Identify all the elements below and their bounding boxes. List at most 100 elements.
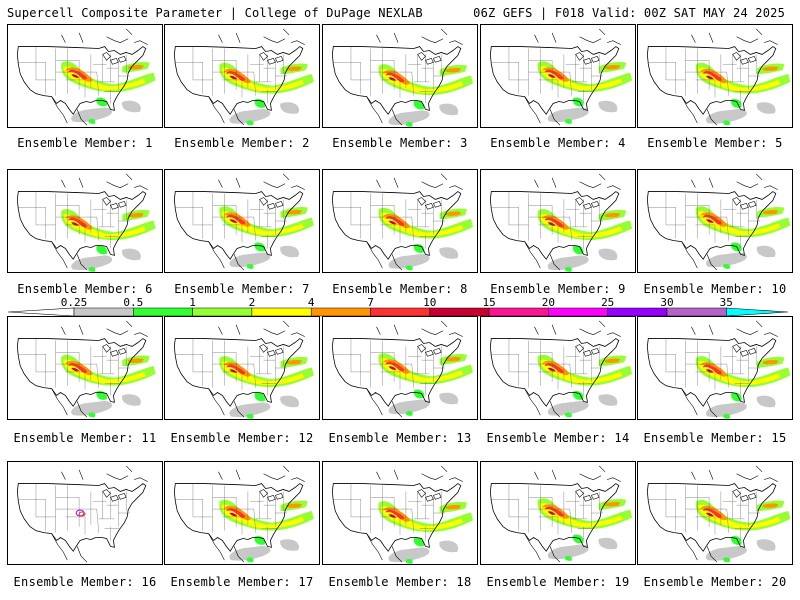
scp-shading: [61, 209, 156, 272]
ensemble-member-caption: Ensemble Member: 6: [17, 282, 153, 296]
scp-shading: [537, 498, 633, 561]
scp-shading: [537, 61, 633, 124]
ensemble-member-map: [637, 461, 793, 565]
colorbar-tick-label: 7: [367, 296, 374, 309]
colorbar-left-arrow: [8, 307, 75, 317]
ensemble-member-map: [322, 461, 478, 565]
conus-outline: [16, 483, 147, 552]
colorbar-tick-label: 35: [719, 296, 733, 309]
conus-outline: [16, 46, 147, 115]
ensemble-member-map: [480, 24, 636, 128]
conus-outline: [331, 191, 462, 260]
figure-title: Supercell Composite Parameter | College …: [7, 6, 423, 20]
colorbar-right-arrow: [725, 307, 789, 317]
colorbar-tick-label: 4: [307, 296, 315, 309]
ensemble-member-map: [322, 24, 478, 128]
great-lakes: [732, 197, 757, 210]
scp-shading: [219, 499, 314, 563]
conus-outline: [489, 483, 620, 552]
conus-outline: [646, 191, 777, 260]
great-lakes: [417, 489, 442, 502]
colorbar-tick-label: 2: [248, 296, 256, 309]
ensemble-member-map: [322, 169, 478, 273]
scp-shading: [695, 62, 791, 126]
great-lakes: [732, 489, 757, 502]
ensemble-member-map: [164, 461, 320, 565]
ensemble-member-caption: Ensemble Member: 11: [13, 431, 157, 445]
ensemble-member-caption: Ensemble Member: 1: [17, 136, 153, 150]
conus-outline: [489, 46, 620, 115]
ensemble-member-map: [322, 316, 478, 420]
great-lakes: [575, 489, 600, 502]
state-boundaries: [175, 338, 288, 396]
ensemble-member-caption: Ensemble Member: 14: [486, 431, 630, 445]
scp-shading: [537, 209, 633, 272]
ensemble-member-map: [480, 169, 636, 273]
ensemble-member-map: [480, 461, 636, 565]
colorbar-swatch: [73, 307, 134, 317]
scp-shading: [695, 356, 791, 419]
ensemble-member-map: [7, 24, 163, 128]
great-lakes: [417, 344, 442, 357]
conus-outline: [173, 46, 304, 115]
ensemble-member-caption: Ensemble Member: 20: [643, 575, 787, 589]
great-lakes: [575, 344, 600, 357]
ensemble-member-map: [480, 316, 636, 420]
state-boundaries: [648, 46, 761, 104]
colorbar-swatch: [251, 307, 312, 317]
valid-time-label: 06Z GEFS | F018 Valid: 00Z SAT MAY 24 20…: [473, 6, 785, 20]
colorbar-tick-label: 10: [423, 296, 437, 309]
colorbar-tick-label: 20: [541, 296, 556, 309]
colorbar-swatch: [370, 307, 431, 317]
great-lakes: [102, 489, 127, 502]
ensemble-member-map: [7, 461, 163, 565]
ensemble-member-caption: Ensemble Member: 18: [328, 575, 472, 589]
conus-outline: [173, 191, 304, 260]
state-boundaries: [18, 191, 131, 249]
state-boundaries: [175, 483, 288, 541]
conus-outline: [489, 191, 620, 260]
great-lakes: [575, 52, 600, 65]
colorbar-tick-label: 25: [601, 296, 615, 309]
scp-shading: [537, 354, 633, 418]
great-lakes: [732, 344, 757, 357]
ensemble-member-map: [164, 24, 320, 128]
state-boundaries: [333, 483, 446, 541]
great-lakes: [102, 197, 127, 210]
conus-outline: [16, 338, 147, 407]
state-boundaries: [333, 191, 446, 249]
great-lakes: [732, 52, 757, 65]
conus-outline: [173, 483, 304, 552]
colorbar-tick-label: 1: [189, 296, 196, 309]
colorbar-tick-label: 0.5: [123, 296, 144, 309]
state-boundaries: [333, 46, 446, 104]
ensemble-member-map: [164, 316, 320, 420]
ensemble-member-map: [7, 169, 163, 273]
ensemble-member-caption: Ensemble Member: 9: [490, 282, 626, 296]
scp-shading: [378, 207, 473, 271]
scp-shading: [378, 501, 473, 564]
ensemble-member-caption: Ensemble Member: 12: [170, 431, 314, 445]
scp-shading: [378, 353, 473, 416]
great-lakes: [259, 197, 284, 210]
conus-outline: [173, 338, 304, 407]
ensemble-member-caption: Ensemble Member: 16: [13, 575, 157, 589]
state-boundaries: [18, 338, 131, 396]
ensemble-member-map: [637, 316, 793, 420]
ensemble-member-map: [7, 316, 163, 420]
colorbar-swatch: [192, 307, 253, 317]
conus-outline: [646, 46, 777, 115]
colorbar-swatch: [133, 307, 193, 317]
colorbar-swatch: [310, 307, 371, 317]
colorbar-swatch: [666, 307, 727, 317]
ensemble-member-map: [637, 24, 793, 128]
ensemble-member-caption: Ensemble Member: 3: [332, 136, 468, 150]
colorbar-legend: 0.25 0.5 1 2 4 7 10 15 20 25 30 35: [8, 296, 792, 320]
colorbar-tick-label: 30: [660, 296, 674, 309]
ensemble-member-caption: Ensemble Member: 5: [647, 136, 783, 150]
state-boundaries: [175, 46, 288, 104]
scp-shading: [695, 206, 791, 269]
colorbar-swatch: [548, 307, 608, 317]
state-boundaries: [18, 483, 131, 541]
state-boundaries: [648, 483, 761, 541]
